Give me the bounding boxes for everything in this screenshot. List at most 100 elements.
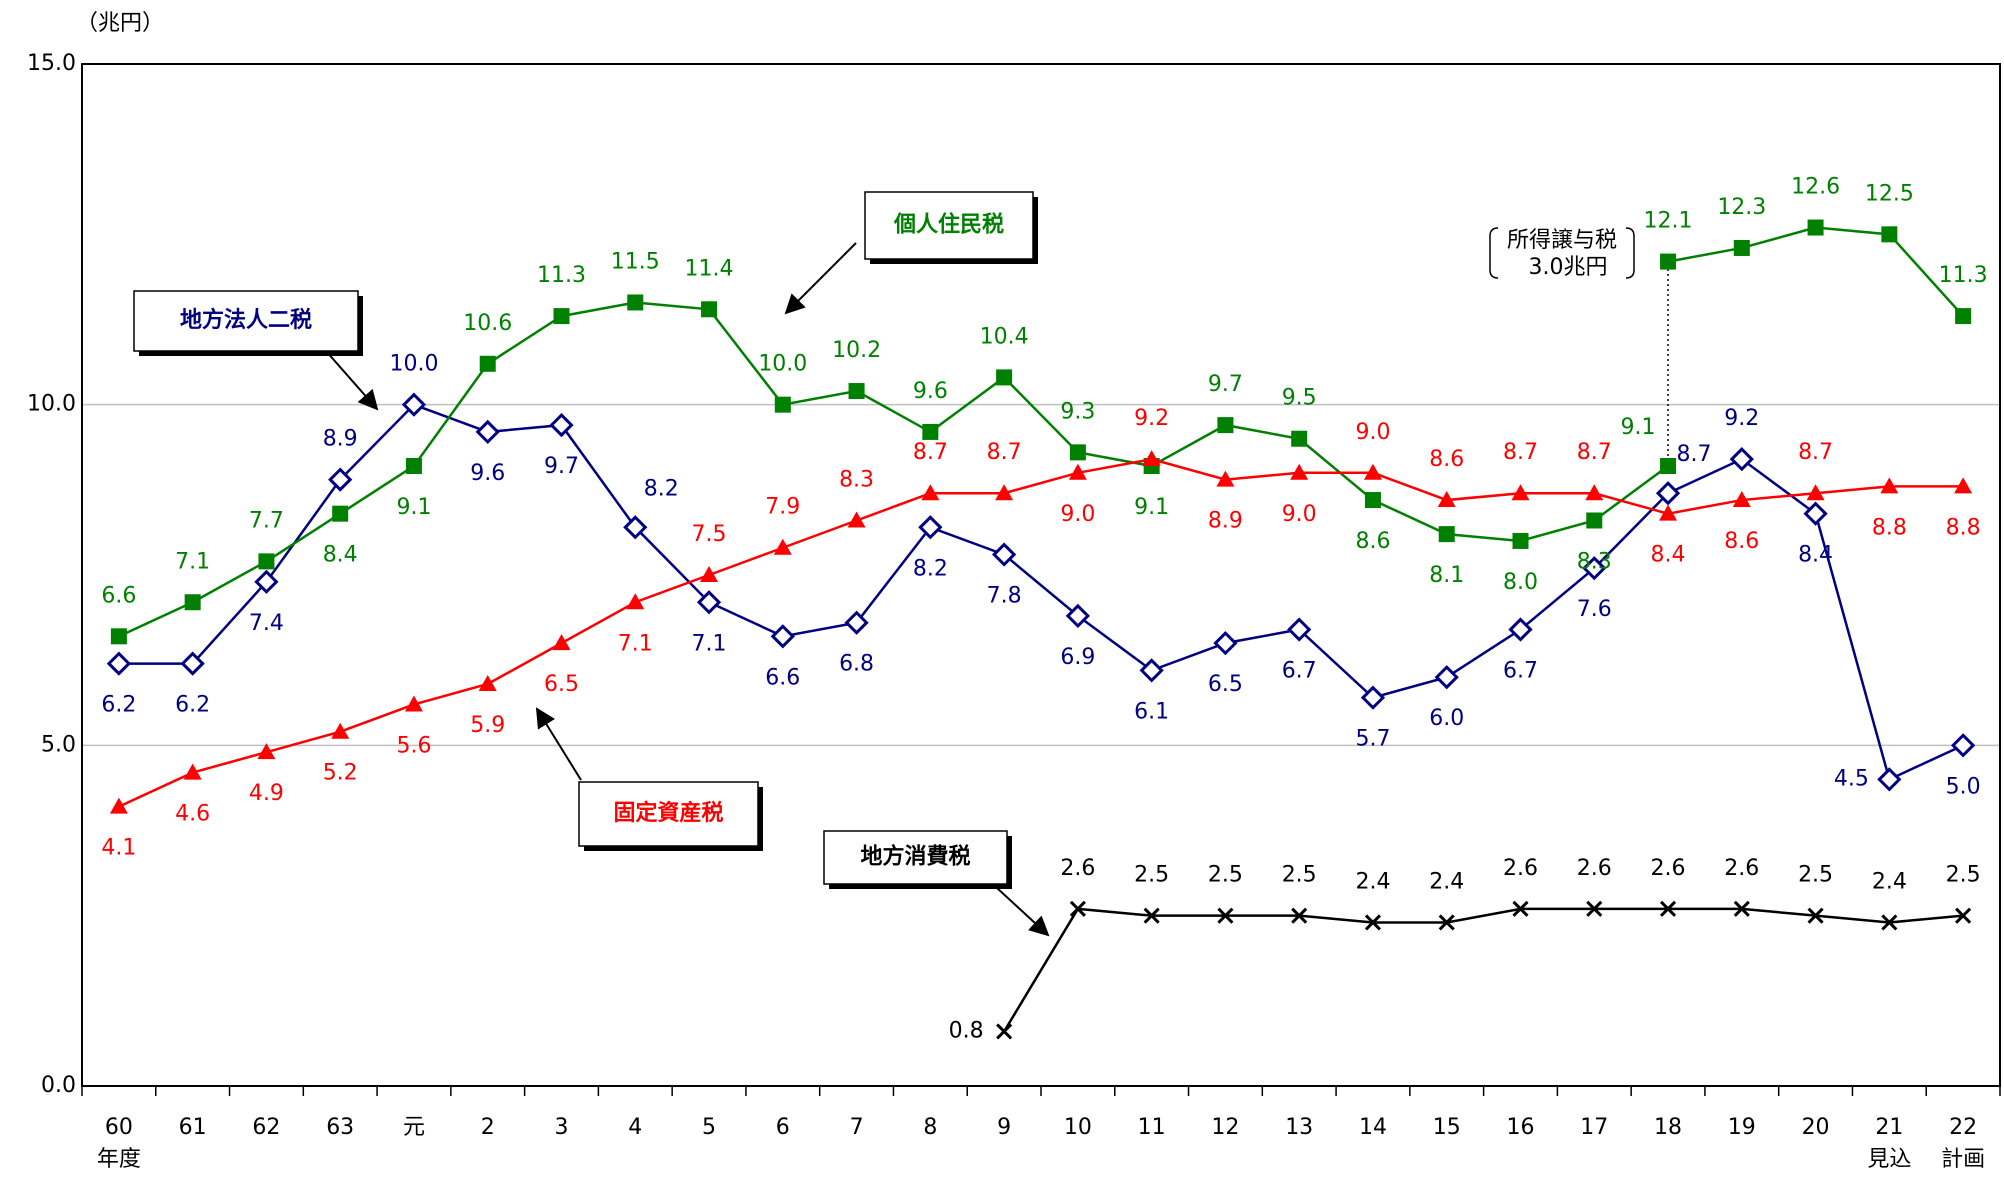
- marker: [1068, 463, 1087, 480]
- marker: [1216, 470, 1235, 487]
- x-tick-label: 2: [481, 1115, 495, 1140]
- data-label: 8.7: [1798, 440, 1833, 465]
- data-label: 9.2: [1134, 406, 1169, 431]
- marker: [1582, 556, 1607, 581]
- marker: [1733, 900, 1750, 917]
- marker: [1287, 617, 1312, 642]
- marker: [1364, 492, 1381, 509]
- marker: [258, 553, 275, 570]
- data-label: 7.6: [1577, 597, 1612, 622]
- x-tick-label: 5: [702, 1115, 716, 1140]
- marker: [478, 675, 497, 692]
- marker: [1213, 631, 1238, 656]
- marker: [921, 484, 940, 501]
- data-label: 8.7: [1577, 440, 1612, 465]
- data-label: 9.1: [1134, 495, 1169, 520]
- data-label: 9.0: [1355, 420, 1390, 445]
- marker: [257, 743, 276, 760]
- data-label: 6.2: [101, 693, 136, 718]
- series-name: 地方消費税: [860, 844, 970, 870]
- data-label: 8.9: [1208, 509, 1243, 534]
- x-tick-label: 10: [1064, 1115, 1092, 1140]
- data-label: 8.2: [913, 556, 948, 581]
- annotation-bracket: [1625, 227, 1635, 279]
- x-tick-label: 21: [1875, 1115, 1903, 1140]
- marker: [1955, 907, 1972, 924]
- marker: [1660, 457, 1677, 474]
- data-label: 8.6: [1355, 529, 1390, 554]
- series-line: [1003, 907, 1964, 1033]
- data-label: 7.1: [175, 549, 210, 574]
- data-label: 6.2: [175, 693, 210, 718]
- x-tick-label: 7: [850, 1115, 864, 1140]
- data-label: 6.0: [1429, 706, 1464, 731]
- marker: [696, 590, 722, 615]
- marker: [770, 624, 795, 649]
- data-label: 8.3: [839, 467, 874, 492]
- data-label: 5.7: [1355, 727, 1390, 752]
- marker: [475, 419, 500, 445]
- arrow: [325, 350, 379, 411]
- data-label: 2.6: [1503, 856, 1538, 881]
- x-tick-label: 15: [1433, 1115, 1461, 1140]
- y-tick-label: 0.0: [41, 1073, 76, 1098]
- x-tick-label: 63: [326, 1115, 354, 1140]
- data-label: 4.5: [1834, 766, 1869, 791]
- data-label: 8.3: [1577, 549, 1612, 574]
- marker: [553, 308, 570, 325]
- label-box: [133, 290, 359, 352]
- marker: [701, 301, 718, 318]
- data-label: 2.4: [1872, 869, 1907, 894]
- marker: [1807, 907, 1824, 924]
- marker: [331, 722, 350, 739]
- marker: [1065, 603, 1091, 629]
- marker: [844, 610, 869, 635]
- marker: [1291, 430, 1308, 447]
- data-label: 8.9: [323, 427, 358, 452]
- data-label: 8.0: [1503, 570, 1538, 595]
- marker: [1069, 900, 1086, 917]
- marker: [1954, 477, 1973, 494]
- data-label: 8.6: [1724, 529, 1759, 554]
- data-label: 8.8: [1946, 515, 1981, 540]
- data-label: 7.4: [249, 611, 284, 636]
- data-label: 11.3: [537, 263, 586, 288]
- x-tick-note: 見込: [1867, 1147, 1911, 1172]
- marker: [1508, 617, 1533, 642]
- data-label: 5.2: [323, 761, 358, 786]
- marker: [996, 369, 1013, 386]
- data-label: 2.4: [1429, 869, 1464, 894]
- marker: [549, 412, 574, 438]
- marker: [405, 457, 422, 474]
- marker: [626, 593, 645, 610]
- marker: [1655, 481, 1681, 506]
- data-label: 6.6: [765, 665, 800, 690]
- data-label: 7.9: [765, 495, 800, 520]
- data-label: 6.1: [1134, 699, 1169, 724]
- marker: [700, 566, 719, 582]
- marker: [1364, 914, 1382, 931]
- data-label: 12.6: [1791, 175, 1840, 200]
- data-label: 2.5: [1134, 863, 1169, 888]
- marker: [1950, 733, 1976, 758]
- x-tick-note: 年度: [97, 1147, 141, 1172]
- data-label: 5.6: [396, 733, 431, 758]
- data-label: 10.0: [758, 352, 807, 377]
- marker: [180, 651, 205, 676]
- data-label: 9.5: [1282, 386, 1317, 411]
- data-label: 9.7: [1208, 372, 1243, 397]
- data-label: 11.4: [685, 256, 734, 281]
- marker: [552, 634, 571, 651]
- x-tick-label: 22: [1949, 1115, 1977, 1140]
- marker: [1585, 484, 1604, 501]
- y-tick-label: 15.0: [27, 51, 76, 76]
- marker: [991, 542, 1017, 567]
- data-label: 8.7: [1677, 442, 1712, 467]
- marker: [922, 423, 939, 440]
- marker: [1806, 484, 1825, 501]
- marker: [995, 484, 1014, 501]
- marker: [109, 797, 128, 814]
- data-label: 9.6: [470, 461, 505, 486]
- data-label: 8.7: [913, 440, 948, 465]
- data-label: 5.9: [470, 713, 505, 738]
